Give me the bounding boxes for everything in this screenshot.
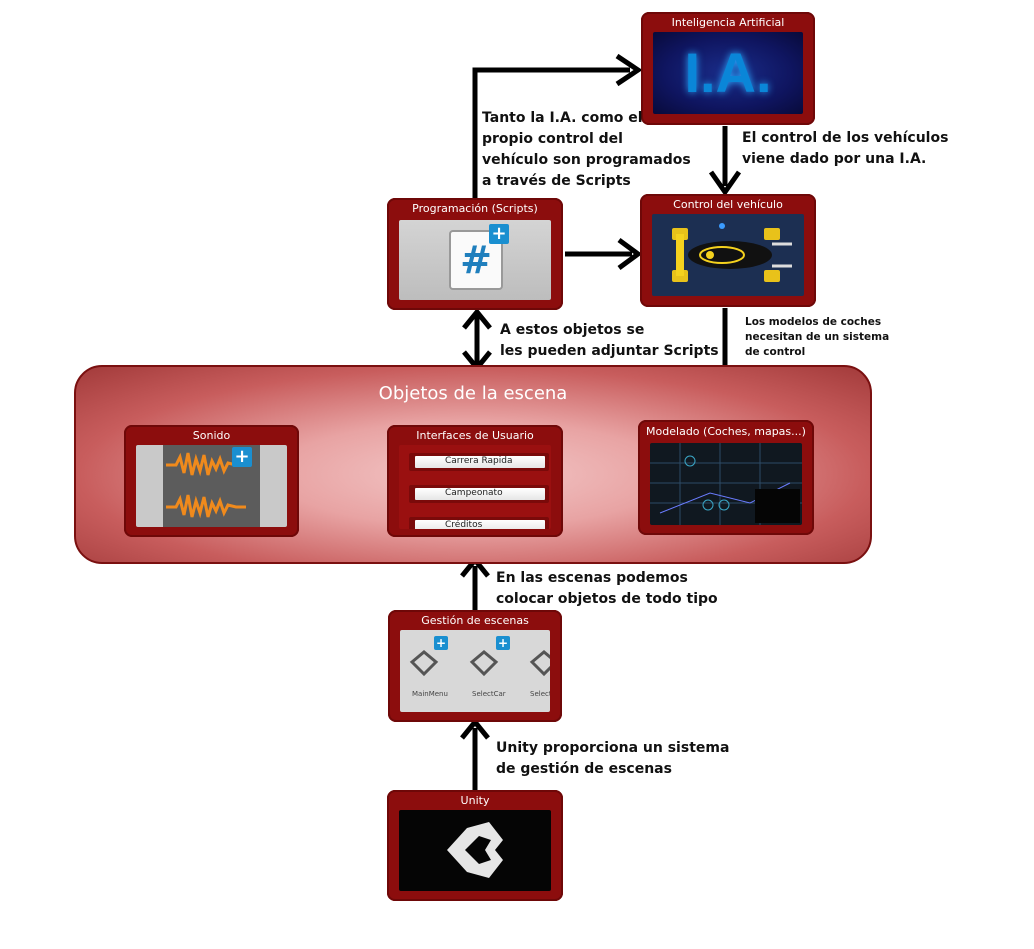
card-programacion-title: Programación (Scripts)	[412, 202, 538, 215]
race-car-icon	[672, 223, 792, 282]
arrow-programacion-scene-double	[462, 308, 492, 372]
ia-image: I.A.	[653, 32, 803, 114]
unity-image	[399, 810, 551, 891]
card-unity: Unity	[387, 790, 563, 901]
arrow-programacion-to-ia	[472, 53, 643, 198]
waveform-icon	[166, 452, 246, 519]
script-file-icon: #	[449, 230, 503, 290]
card-ia-title: Inteligencia Artificial	[671, 16, 785, 29]
ui-button-carrera: Carrera Rapida	[409, 453, 549, 471]
note-unity: Unity proporciona un sistema de gestión …	[496, 740, 730, 777]
card-modelado-title: Modelado (Coches, mapas...)	[646, 425, 806, 438]
scene-icons	[409, 650, 550, 677]
card-interfaces-title: Interfaces de Usuario	[416, 429, 534, 442]
ui-button-creditos: Créditos	[409, 517, 549, 529]
ui-button-campeonato: Campeonato	[409, 485, 549, 503]
vehicle-image	[652, 214, 804, 296]
note-scenes: En las escenas podemos colocar objetos d…	[496, 570, 718, 607]
note-ia-control: El control de los vehículos viene dado p…	[742, 130, 949, 167]
card-sonido: Sonido +	[124, 425, 299, 537]
add-icon: +	[496, 636, 510, 650]
card-modelado: Modelado (Coches, mapas...)	[638, 420, 814, 535]
note-models: Los modelos de coches necesitan de un si…	[745, 316, 890, 358]
arrow-unity-to-gestion	[460, 718, 490, 790]
arrow-ia-to-control	[708, 126, 742, 197]
unity-scene-icon	[409, 650, 550, 677]
scenes-image: + + MainMenu SelectCar Selecti	[400, 630, 550, 712]
add-icon: +	[489, 224, 509, 244]
add-icon: +	[434, 636, 448, 650]
scene-label: Selecti	[530, 690, 550, 698]
modeling-image	[650, 443, 802, 525]
ui-preview: Carrera Rapida Campeonato Créditos	[399, 445, 551, 529]
card-unity-title: Unity	[460, 794, 490, 807]
hash-icon: #	[460, 238, 492, 282]
script-image: # +	[399, 220, 551, 300]
scene-label: SelectCar	[472, 690, 506, 698]
sound-image: +	[136, 445, 287, 527]
card-interfaces: Interfaces de Usuario Carrera Rapida Cam…	[387, 425, 563, 537]
add-icon: +	[232, 447, 252, 467]
arrow-gestion-to-scene	[460, 556, 490, 612]
note-attach: A estos objetos se les pueden adjuntar S…	[500, 322, 719, 359]
card-control: Control del vehículo	[640, 194, 816, 307]
card-sonido-title: Sonido	[192, 429, 231, 442]
unity-logo-icon	[447, 822, 503, 878]
scene-label: MainMenu	[412, 690, 448, 698]
ia-logo-text: I.A.	[684, 41, 772, 104]
wireframe-icon	[650, 443, 802, 525]
card-gestion: Gestión de escenas + + MainMenu SelectCa…	[388, 610, 562, 722]
card-programacion: Programación (Scripts) # +	[387, 198, 563, 310]
card-ia: Inteligencia Artificial I.A.	[641, 12, 815, 125]
card-control-title: Control del vehículo	[673, 198, 783, 211]
arrow-programacion-to-control	[565, 237, 643, 271]
note-scripts: Tanto la I.A. como el propio control del…	[482, 110, 691, 189]
card-gestion-title: Gestión de escenas	[421, 614, 529, 627]
scene-panel-title: Objetos de la escena	[378, 383, 568, 404]
